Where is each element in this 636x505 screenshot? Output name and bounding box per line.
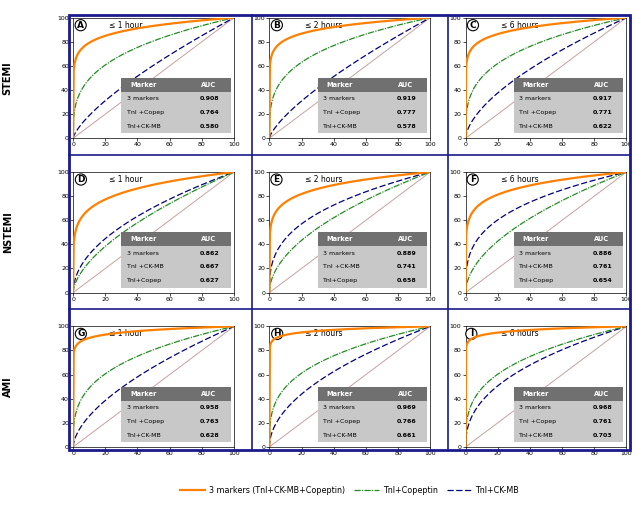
- Text: NSTEMI: NSTEMI: [3, 212, 13, 253]
- Text: ≤ 2 hours: ≤ 2 hours: [305, 329, 342, 338]
- Text: F: F: [469, 175, 476, 184]
- Text: A: A: [77, 21, 84, 30]
- Legend: 3 markers (TnI+CK-MB+Copeptin), TnI+Copeptin, TnI+CK-MB: 3 markers (TnI+CK-MB+Copeptin), TnI+Cope…: [177, 483, 522, 498]
- Text: ≤ 1 hour: ≤ 1 hour: [109, 175, 142, 184]
- Text: AMI: AMI: [3, 376, 13, 397]
- Text: ≤ 6 hours: ≤ 6 hours: [501, 21, 539, 30]
- Text: H: H: [273, 329, 281, 338]
- Text: D: D: [77, 175, 85, 184]
- Text: G: G: [77, 329, 85, 338]
- Text: B: B: [273, 21, 280, 30]
- Text: E: E: [273, 175, 279, 184]
- Text: ≤ 6 hours: ≤ 6 hours: [501, 175, 539, 184]
- Text: ≤ 2 hours: ≤ 2 hours: [305, 21, 342, 30]
- Text: ≤ 2 hours: ≤ 2 hours: [305, 175, 342, 184]
- Text: I: I: [469, 329, 473, 338]
- Text: ≤ 1 hour: ≤ 1 hour: [109, 21, 142, 30]
- Text: C: C: [469, 21, 476, 30]
- Text: ≤ 6 hours: ≤ 6 hours: [501, 329, 539, 338]
- Text: STEMI: STEMI: [3, 61, 13, 95]
- Text: ≤ 1 hour: ≤ 1 hour: [109, 329, 142, 338]
